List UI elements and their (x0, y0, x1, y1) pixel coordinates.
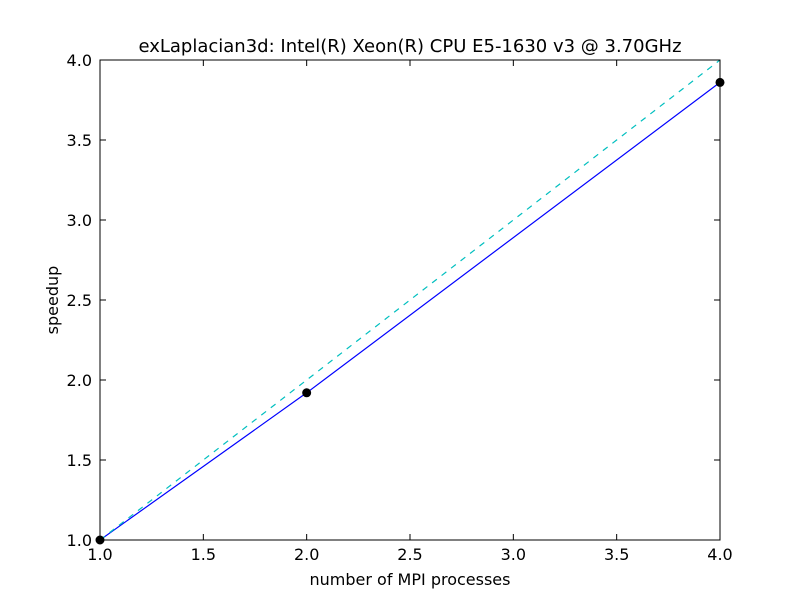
x-tick-label: 3.0 (501, 545, 526, 564)
x-tick-label: 4.0 (707, 545, 732, 564)
x-tick-label: 3.5 (604, 545, 629, 564)
x-tick-label: 2.0 (294, 545, 319, 564)
y-tick-label: 1.5 (67, 451, 92, 470)
y-tick-label: 4.0 (67, 51, 92, 70)
series-0-point (302, 388, 312, 398)
y-tick-label: 1.0 (67, 531, 92, 550)
x-tick-label: 1.5 (191, 545, 216, 564)
plot-area: 1.0 1.5 2.0 2.5 3.0 3.5 4.0 1.0 1.5 2.0 2.5 3.0 3.5 4… (67, 51, 733, 564)
y-tick-label: 2.5 (67, 291, 92, 310)
chart-title: exLaplacian3d: Intel(R) Xeon(R) CPU E5-1… (138, 36, 681, 57)
x-axis-label: number of MPI processes (310, 570, 511, 589)
x-tick-label: 1.0 (87, 545, 112, 564)
y-axis-label: speedup (43, 266, 62, 335)
series-1-line (100, 60, 720, 540)
y-tick-label: 3.0 (67, 211, 92, 230)
y-tick-label: 3.5 (67, 131, 92, 150)
x-tick-label: 2.5 (397, 545, 422, 564)
y-tick-label: 2.0 (67, 371, 92, 390)
